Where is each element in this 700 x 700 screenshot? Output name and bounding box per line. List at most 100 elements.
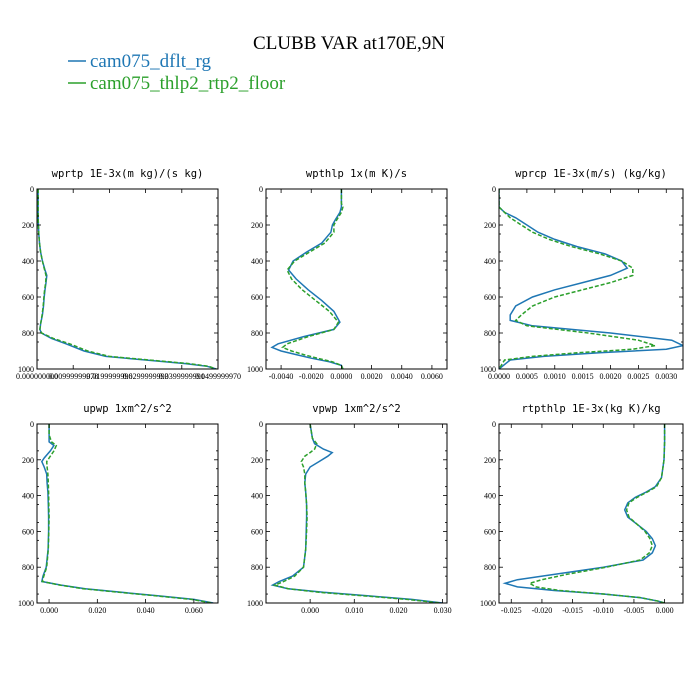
- y-tick-label: 0: [30, 420, 34, 429]
- y-tick-label: 400: [22, 492, 34, 501]
- series-line-floor: [499, 189, 656, 369]
- series-group: [40, 424, 214, 603]
- series-line-floor: [527, 424, 666, 603]
- y-tick-label: 800: [484, 563, 496, 572]
- series-line-floor: [37, 189, 217, 369]
- series-group: [270, 189, 344, 369]
- series-group: [499, 189, 683, 369]
- y-tick-label: 800: [22, 329, 34, 338]
- x-tick-label: 0.0040: [391, 372, 413, 381]
- y-tick-label: 600: [22, 527, 34, 536]
- x-tick-label: 0.0000: [330, 372, 352, 381]
- x-tick-label: 0.060: [185, 606, 203, 615]
- y-tick-label: 0: [492, 185, 496, 194]
- panel-title: vpwp 1xm^2/s^2: [312, 403, 401, 415]
- x-tick-label: 0.020: [389, 606, 407, 615]
- y-tick-label: 200: [251, 221, 263, 230]
- panels: wprtp 1E-3x(m kg)/(s kg) 0 200 400 600 800 100…: [16, 168, 684, 615]
- x-tick-label: 0.0199999996: [86, 372, 132, 381]
- series-group: [270, 424, 443, 603]
- y-tick-label: 200: [484, 221, 496, 230]
- x-tick-label: -0.005: [624, 606, 645, 615]
- y-tick-label: 200: [484, 456, 496, 465]
- x-tick-label: 0.0020: [600, 372, 622, 381]
- series-line-floor: [281, 189, 344, 369]
- y-tick-label: 400: [251, 492, 263, 501]
- y-tick-label: 0: [492, 420, 496, 429]
- series-line-dflt: [40, 424, 214, 603]
- series-group: [37, 189, 217, 369]
- x-tick-label: 0.000: [301, 606, 319, 615]
- legend: cam075_dflt_rg cam075_thlp2_rtp2_floor: [68, 51, 286, 94]
- x-tick-label: 0.0060: [421, 372, 443, 381]
- series-line-dflt: [270, 424, 443, 603]
- x-tick-label: -0.015: [562, 606, 583, 615]
- y-tick-label: 800: [484, 329, 496, 338]
- y-tick-label: 1000: [480, 365, 496, 374]
- x-tick-label: -0.0040: [269, 372, 294, 381]
- plot-frame: [498, 423, 684, 604]
- panel-1: wpthlp 1x(m K)/s 0 200 400 600 800 1000 -0.0040…: [247, 168, 448, 381]
- y-tick-label: 600: [484, 293, 496, 302]
- legend-label-dflt: cam075_dflt_rg: [90, 51, 212, 72]
- y-tick-label: 600: [22, 293, 34, 302]
- x-tick-label: -0.010: [593, 606, 614, 615]
- x-tick-label: 0.000000000: [16, 372, 58, 381]
- panel-4: vpwp 1xm^2/s^2 0 200 400 600 800 1000 0.000 0.01…: [247, 403, 452, 615]
- x-tick-label: 0.020: [88, 606, 106, 615]
- y-tick-label: 400: [484, 257, 496, 266]
- y-tick-label: 600: [251, 527, 263, 536]
- y-tick-label: 800: [251, 329, 263, 338]
- y-tick-label: 1000: [18, 599, 34, 608]
- figure-title: CLUBB VAR at170E,9N: [253, 33, 445, 54]
- x-tick-label: 0.030: [434, 606, 452, 615]
- y-tick-label: 0: [259, 420, 263, 429]
- x-tick-label: 0.0000: [488, 372, 510, 381]
- panel-0: wprtp 1E-3x(m kg)/(s kg) 0 200 400 600 800 100…: [16, 168, 241, 381]
- x-tick-label: 0.010: [345, 606, 363, 615]
- y-tick-label: 0: [30, 185, 34, 194]
- series-line-dflt: [502, 424, 666, 603]
- panel-title: wprcp 1E-3x(m/s) (kg/kg): [515, 168, 667, 180]
- y-tick-label: 600: [484, 527, 496, 536]
- panel-title: rtpthlp 1E-3x(kg K)/kg: [521, 403, 660, 415]
- y-tick-label: 600: [251, 293, 263, 302]
- y-tick-label: 200: [22, 456, 34, 465]
- y-tick-label: 400: [22, 257, 34, 266]
- y-tick-label: 200: [251, 456, 263, 465]
- x-tick-label: 0.00999999978: [48, 372, 98, 381]
- panel-title: wpthlp 1x(m K)/s: [306, 168, 407, 180]
- y-tick-label: 0: [259, 185, 263, 194]
- series-line-dflt: [270, 189, 344, 369]
- x-tick-label: -0.020: [532, 606, 553, 615]
- panel-2: wprcp 1E-3x(m/s) (kg/kg) 0 200 400 600 800 100…: [480, 168, 684, 381]
- x-tick-label: 0.0020: [361, 372, 383, 381]
- y-tick-label: 1000: [480, 599, 496, 608]
- panel-3: upwp 1xm^2/s^2 0 200 400 600 800 1000 0.000 0.02…: [18, 403, 219, 615]
- x-tick-label: 0.0025: [627, 372, 649, 381]
- x-tick-label: 0.0030: [655, 372, 677, 381]
- y-tick-label: 400: [484, 492, 496, 501]
- x-tick-label: 0.0015: [572, 372, 594, 381]
- y-tick-label: 1000: [18, 365, 34, 374]
- y-tick-label: 400: [251, 257, 263, 266]
- series-line-floor: [272, 424, 441, 603]
- y-tick-label: 1000: [247, 599, 263, 608]
- plot-frame: [36, 188, 219, 370]
- x-tick-label: -0.025: [501, 606, 522, 615]
- y-tick-label: 800: [22, 563, 34, 572]
- series-line-dflt: [499, 189, 683, 369]
- series-group: [502, 424, 666, 603]
- series-line-floor: [41, 424, 213, 603]
- plot-frame: [36, 423, 219, 604]
- panel-title: upwp 1xm^2/s^2: [83, 403, 172, 415]
- x-tick-label: 0.000: [40, 606, 58, 615]
- x-tick-label: 0.0299999993: [123, 372, 169, 381]
- plot-frame: [265, 188, 448, 370]
- x-tick-label: 0.000: [656, 606, 674, 615]
- x-tick-label: 0.0010: [544, 372, 566, 381]
- plot-frame: [265, 423, 448, 604]
- y-tick-label: 1000: [247, 365, 263, 374]
- y-tick-label: 200: [22, 221, 34, 230]
